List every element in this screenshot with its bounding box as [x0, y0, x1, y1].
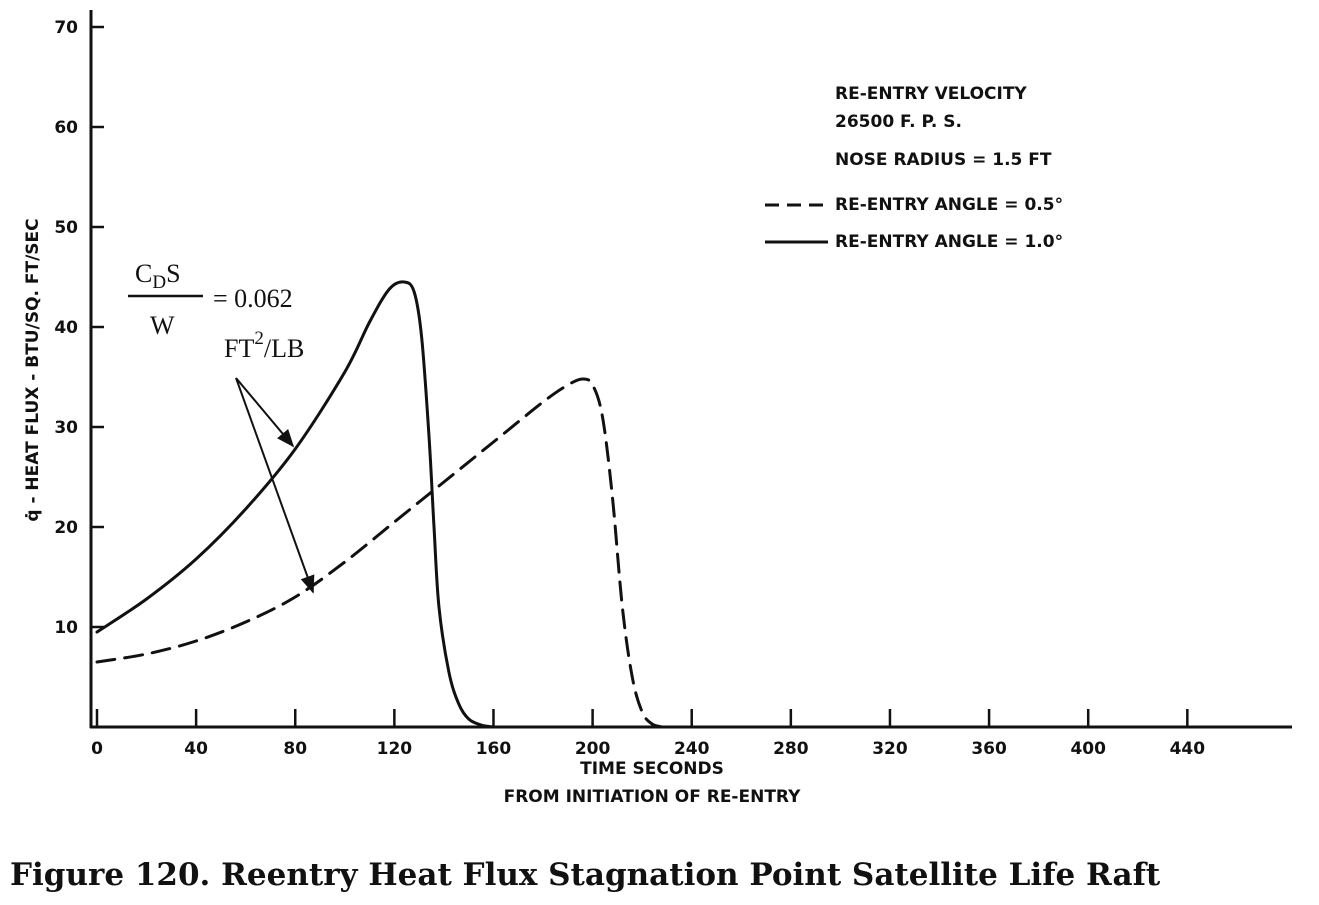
legend-header-velocity-value: 26500 F. P. S.	[835, 112, 962, 132]
annotation-numerator-c: C	[135, 259, 152, 288]
ballistic-coefficient-annotation: CDS W = 0.062 FT2/LB	[128, 259, 315, 594]
annotation-units-base: FT	[224, 334, 254, 363]
x-tick-label: 40	[184, 739, 208, 759]
y-tick-label: 40	[54, 318, 78, 338]
y-tick-label: 10	[54, 618, 78, 638]
y-ticks: 10 20 30 40 50 60 70	[54, 18, 104, 638]
annotation-numerator-sub: D	[152, 272, 166, 293]
series-line-angle-1-0	[95, 280, 495, 729]
x-tick-label: 280	[773, 739, 809, 759]
y-axis-title: q̇ - HEAT FLUX - BTU/SQ. FT/SEC	[23, 218, 43, 521]
x-tick-label: 120	[377, 739, 413, 759]
x-tick-label: 0	[91, 739, 103, 759]
annotation-arrow-dashed	[235, 377, 315, 594]
annotation-equals-value: = 0.062	[213, 284, 293, 313]
series-group	[95, 280, 664, 729]
annotation-arrow-solid	[235, 377, 295, 448]
annotation-units-tail: /LB	[264, 334, 304, 363]
series-line-angle-0-5	[95, 377, 664, 729]
y-tick-label: 20	[54, 518, 78, 538]
legend-label-solid: RE-ENTRY ANGLE = 1.0°	[835, 232, 1063, 252]
y-tick-label: 60	[54, 118, 78, 138]
x-tick-label: 320	[872, 739, 908, 759]
annotation-numerator: CDS	[135, 259, 181, 293]
legend-header-velocity: RE-ENTRY VELOCITY	[835, 84, 1027, 104]
x-tick-label: 200	[575, 739, 611, 759]
annotation-denominator: W	[150, 311, 175, 340]
x-tick-label: 400	[1070, 739, 1106, 759]
x-axis-title-line1: TIME SECONDS	[580, 759, 724, 779]
annotation-numerator-tail: S	[166, 259, 180, 288]
annotation-units: FT2/LB	[224, 328, 304, 363]
legend: RE-ENTRY VELOCITY 26500 F. P. S. NOSE RA…	[765, 84, 1063, 252]
annotation-units-sup: 2	[254, 328, 264, 349]
x-tick-label: 240	[674, 739, 710, 759]
x-ticks: 0 40 80 120 160 200 240 280 320 360 400 440	[91, 709, 1205, 759]
y-tick-label: 50	[54, 218, 78, 238]
x-tick-label: 160	[476, 739, 512, 759]
y-tick-label: 30	[54, 418, 78, 438]
x-tick-label: 360	[971, 739, 1007, 759]
x-axis-title-line2: FROM INITIATION OF RE-ENTRY	[504, 787, 801, 807]
legend-label-dashed: RE-ENTRY ANGLE = 0.5°	[835, 195, 1063, 215]
legend-header-nose-radius: NOSE RADIUS = 1.5 FT	[835, 150, 1052, 170]
x-tick-label: 440	[1170, 739, 1206, 759]
y-tick-label: 70	[54, 18, 78, 38]
x-tick-label: 80	[283, 739, 307, 759]
figure-caption: Figure 120. Reentry Heat Flux Stagnation…	[10, 857, 1161, 893]
